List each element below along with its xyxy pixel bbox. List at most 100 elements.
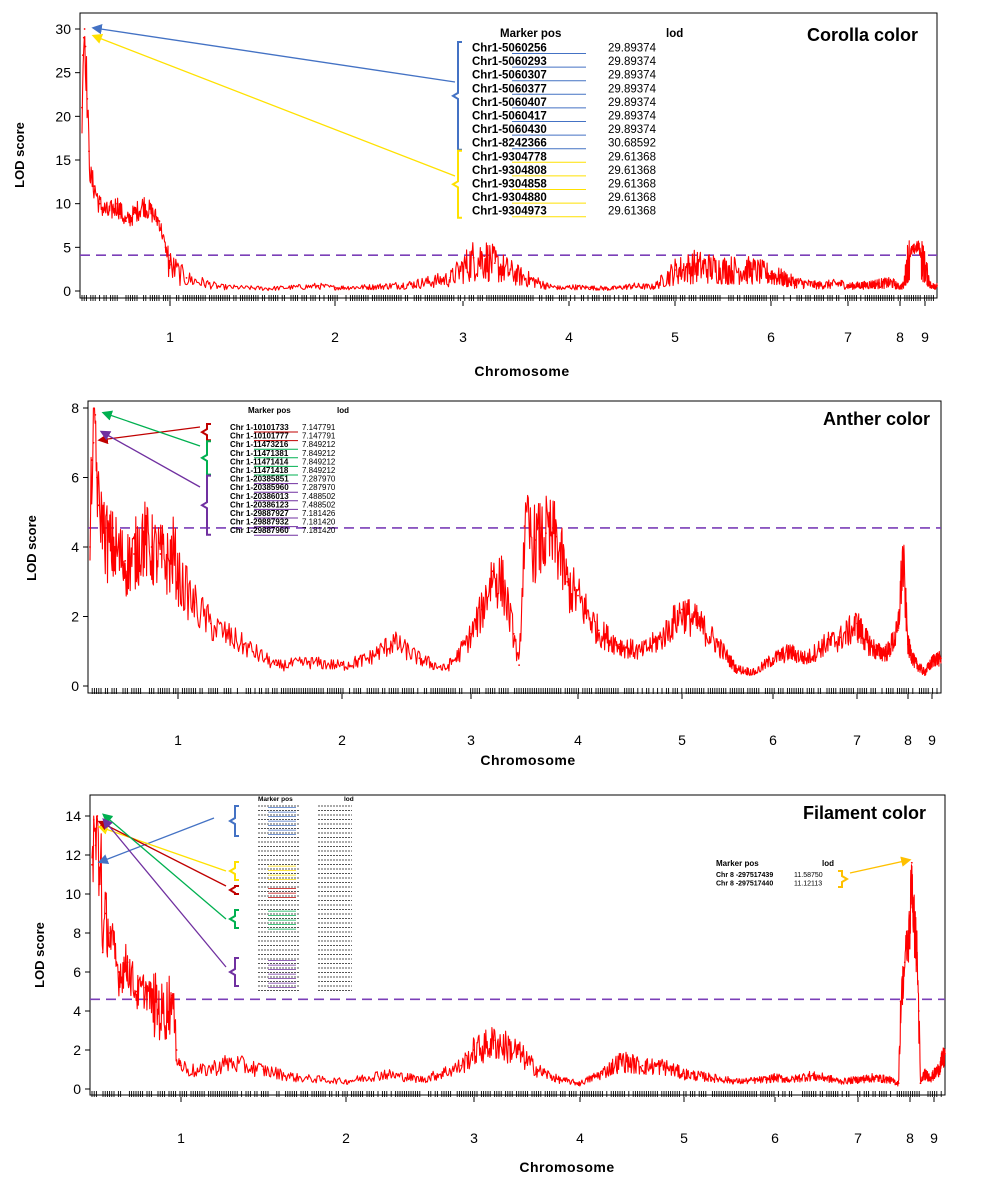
lod-point — [886, 650, 889, 653]
lod-point — [899, 285, 901, 288]
lod-point — [372, 285, 375, 288]
lod-point — [618, 643, 621, 646]
lod-point — [840, 1080, 843, 1083]
lod-point — [96, 476, 98, 479]
annotation-arrow — [97, 824, 227, 872]
table-marker: Chr1-9304858 — [472, 179, 547, 191]
lod-point — [932, 283, 935, 285]
lod-point — [891, 281, 894, 284]
lod-point — [872, 1076, 875, 1079]
lod-point — [903, 961, 906, 964]
lod-point — [366, 657, 369, 660]
y-axis-label: LOD score — [32, 922, 47, 988]
lod-point — [133, 553, 135, 555]
lod-point — [597, 629, 600, 632]
table-header-marker: Marker pos — [258, 796, 293, 803]
lod-point — [710, 1076, 713, 1079]
lod-point — [912, 912, 915, 915]
x-tick-label: 3 — [470, 1130, 478, 1146]
table-lod: 29.61368 — [608, 179, 656, 191]
lod-point — [620, 1058, 623, 1061]
table-lod: 7.849212 — [302, 449, 336, 458]
y-tick-label: 25 — [55, 65, 71, 81]
lod-point — [144, 986, 147, 989]
table-marker: Chr1-5060417 — [472, 111, 547, 123]
lod-point — [917, 1010, 920, 1012]
lod-point — [896, 284, 899, 287]
lod-point — [90, 459, 93, 461]
lod-point — [902, 553, 904, 555]
lod-point — [421, 1078, 424, 1081]
lod-point — [472, 256, 475, 259]
x-tick-label: 8 — [904, 732, 912, 748]
lod-point — [722, 267, 724, 270]
x-tick-label: 2 — [342, 1130, 350, 1146]
x-tick-label: 9 — [921, 329, 929, 345]
table-lod: 7.181426 — [302, 509, 336, 518]
y-tick-label: 8 — [71, 400, 79, 416]
table-lod: 7.488502 — [302, 492, 336, 501]
lod-point — [876, 650, 879, 653]
lod-point — [579, 1082, 581, 1085]
table-marker: Chr 1-11471414 — [230, 457, 289, 466]
lod-point — [98, 883, 100, 886]
lod-point — [774, 1076, 776, 1079]
lod-point — [83, 28, 86, 30]
lod-point — [106, 539, 109, 541]
y-tick-label: 0 — [71, 678, 79, 694]
chart-panel-1: 0 5 10 15 20 25 30 1 2 3 4 5 6 7 8 9 Corolla color Chromo… — [12, 12, 938, 379]
lod-point — [518, 664, 520, 666]
lod-point — [639, 650, 642, 653]
lod-point — [242, 643, 245, 646]
lod-point — [693, 263, 696, 266]
lod-point — [104, 912, 107, 915]
lod-point — [910, 249, 912, 252]
lod-point — [150, 546, 153, 548]
annotation-arrow — [99, 430, 201, 488]
lod-point — [462, 265, 464, 268]
lod-point — [577, 594, 579, 597]
lod-point — [557, 1078, 560, 1081]
lod-anchor-points — [81, 28, 938, 290]
table-header-marker: Marker pos — [248, 406, 291, 415]
group-bracket — [228, 957, 239, 987]
lod-point — [153, 1000, 156, 1003]
table-lod: 7.287970 — [302, 483, 336, 492]
x-axis-label: Chromosome — [480, 752, 575, 768]
lod-point — [141, 532, 144, 534]
lod-point — [483, 255, 486, 257]
x-axis-label: Chromosome — [474, 363, 569, 379]
marker-rug — [91, 1091, 942, 1097]
lod-point — [788, 650, 791, 653]
table-header-lod: lod — [822, 859, 834, 868]
lod-point — [750, 268, 753, 271]
annotation-arrow — [97, 817, 215, 865]
table-lod: 7.488502 — [302, 500, 336, 509]
lod-point — [502, 580, 504, 583]
lod-point — [117, 971, 120, 973]
lod-point — [641, 1064, 644, 1067]
lod-point — [295, 1076, 298, 1079]
table-marker: Chr1-9304808 — [472, 165, 547, 177]
lod-point — [589, 286, 592, 289]
lod-point — [923, 1072, 925, 1075]
lod-point — [98, 202, 101, 205]
lod-point — [772, 657, 774, 660]
lod-anchor-points — [91, 815, 946, 1085]
lod-point — [172, 546, 175, 548]
lod-point — [169, 263, 171, 266]
lod-point — [209, 622, 212, 625]
annotation-arrow — [97, 820, 227, 887]
marker-table: Marker pos lod Chr1-5060256 29.89374 Chr1-50… — [91, 24, 683, 219]
lod-point — [101, 951, 104, 954]
table-marker: Chr 1-20385960 — [230, 483, 289, 492]
lod-point — [383, 1072, 386, 1075]
lod-point — [566, 580, 569, 583]
lod-point — [546, 284, 549, 287]
lod-point — [683, 1072, 685, 1075]
lod-point — [89, 176, 92, 179]
table-marker: Chr1-5060377 — [472, 83, 547, 95]
lod-point — [82, 54, 84, 57]
lod-point — [107, 211, 110, 214]
marker-table: Marker pos lod Chr 1-10101733 7.147791 Chr 1… — [97, 406, 349, 536]
